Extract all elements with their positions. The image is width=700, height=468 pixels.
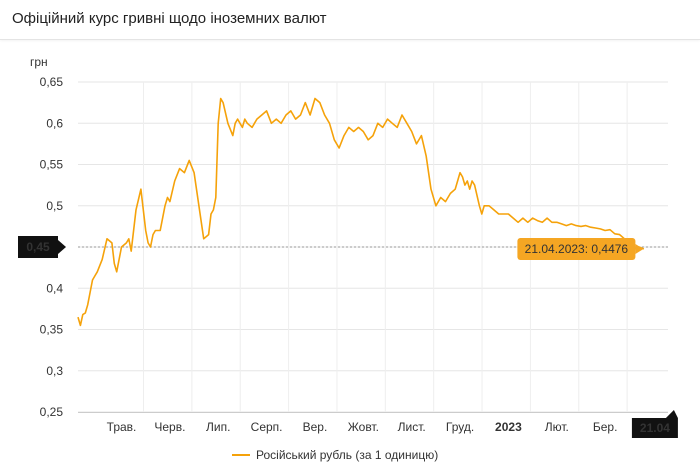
y-value-badge-arrow — [58, 240, 66, 254]
y-tick-label: 0,25 — [40, 405, 64, 419]
x-tick-label: Лист. — [398, 420, 426, 434]
y-tick-label: 0,4 — [46, 281, 63, 295]
y-tick-label: 0,3 — [46, 364, 63, 378]
x-tick-label: Груд. — [446, 420, 474, 434]
legend[interactable]: Російський рубль (за 1 одиницю) — [232, 448, 438, 462]
x-tick-label: Бер. — [593, 420, 618, 434]
y-axis-label: грн — [30, 55, 48, 69]
x-axis: Трав. Черв. Лип. Серп. Вер. Жовт. Лист. Груд. 20… — [107, 420, 618, 434]
tooltip-arrow — [635, 243, 644, 254]
y-tick-label: 0,55 — [40, 158, 64, 172]
page-title: Офіційний курс гривні щодо іноземних вал… — [12, 10, 327, 27]
y-value-badge — [18, 236, 58, 258]
tooltip-box — [517, 237, 636, 260]
badges: 21.04.2023: 0,4476 21.04 — [517, 237, 678, 438]
y-tick-label: 0,5 — [46, 199, 63, 213]
x-tick-label: Лют. — [545, 420, 569, 434]
x-value-badge-arrow — [665, 410, 678, 418]
legend-label[interactable]: Російський рубль (за 1 одиницю) — [256, 448, 438, 462]
series-line — [77, 97, 645, 327]
y-tick-label: 0,65 — [40, 75, 64, 89]
x-tick-label: Черв. — [154, 420, 185, 434]
page-header: Офіційний курс гривні щодо іноземних вал… — [0, 0, 700, 40]
y-tick-label: 0,35 — [40, 323, 64, 337]
x-tick-label: Лип. — [206, 420, 230, 434]
x-tick-label: Трав. — [107, 420, 137, 434]
x-tick-label: 2023 — [495, 420, 522, 434]
x-tick-label: Серп. — [251, 420, 283, 434]
y-axis: грн 0,25 0,3 0,35 0,4 0,5 0,55 0,6 0,65 — [30, 55, 63, 419]
series-layer — [77, 97, 645, 327]
y-value-badge-label: 0,45 — [26, 240, 50, 254]
reference-line: 0,45 — [18, 236, 668, 258]
y-tick-label: 0,6 — [46, 116, 63, 130]
x-tick-label: Вер. — [303, 420, 328, 434]
x-tick-label: Жовт. — [348, 420, 379, 434]
x-value-badge-label: 21.04 — [640, 421, 670, 435]
x-value-badge — [631, 418, 678, 438]
tooltip-label: 21.04.2023: 0,4476 — [525, 242, 629, 256]
